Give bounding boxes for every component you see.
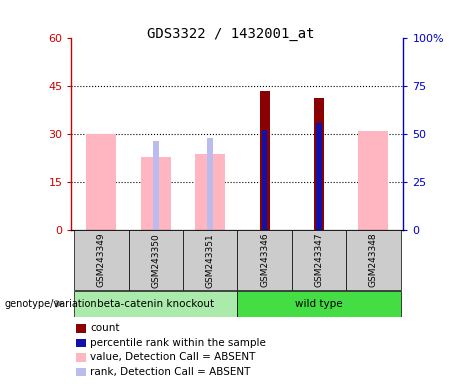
Text: value, Detection Call = ABSENT: value, Detection Call = ABSENT [90,352,255,362]
Text: percentile rank within the sample: percentile rank within the sample [90,338,266,348]
Text: GSM243349: GSM243349 [97,233,106,288]
Text: wild type: wild type [295,299,343,309]
Bar [74,291,237,317]
Text: GSM243351: GSM243351 [206,233,215,288]
Bar [207,137,213,230]
Bar [260,91,270,230]
Text: count: count [90,323,119,333]
Bar [359,131,389,230]
Bar [141,157,171,230]
Text: genotype/variation: genotype/variation [5,299,97,309]
Bar [237,291,401,317]
Bar [314,98,324,230]
Text: GDS3322 / 1432001_at: GDS3322 / 1432001_at [147,27,314,41]
Bar [237,230,292,290]
Text: rank, Detection Call = ABSENT: rank, Detection Call = ABSENT [90,367,250,377]
Text: GSM243347: GSM243347 [314,233,324,288]
Bar [316,123,322,230]
Bar [183,230,237,290]
Bar [129,230,183,290]
Bar [86,134,116,230]
Text: beta-catenin knockout: beta-catenin knockout [97,299,214,309]
Text: GSM243346: GSM243346 [260,233,269,288]
Bar [74,230,129,290]
Bar [346,230,401,290]
Bar [153,141,159,230]
Text: GSM243350: GSM243350 [151,233,160,288]
Bar [292,230,346,290]
Text: GSM243348: GSM243348 [369,233,378,288]
Bar [195,154,225,230]
Bar [262,129,267,230]
